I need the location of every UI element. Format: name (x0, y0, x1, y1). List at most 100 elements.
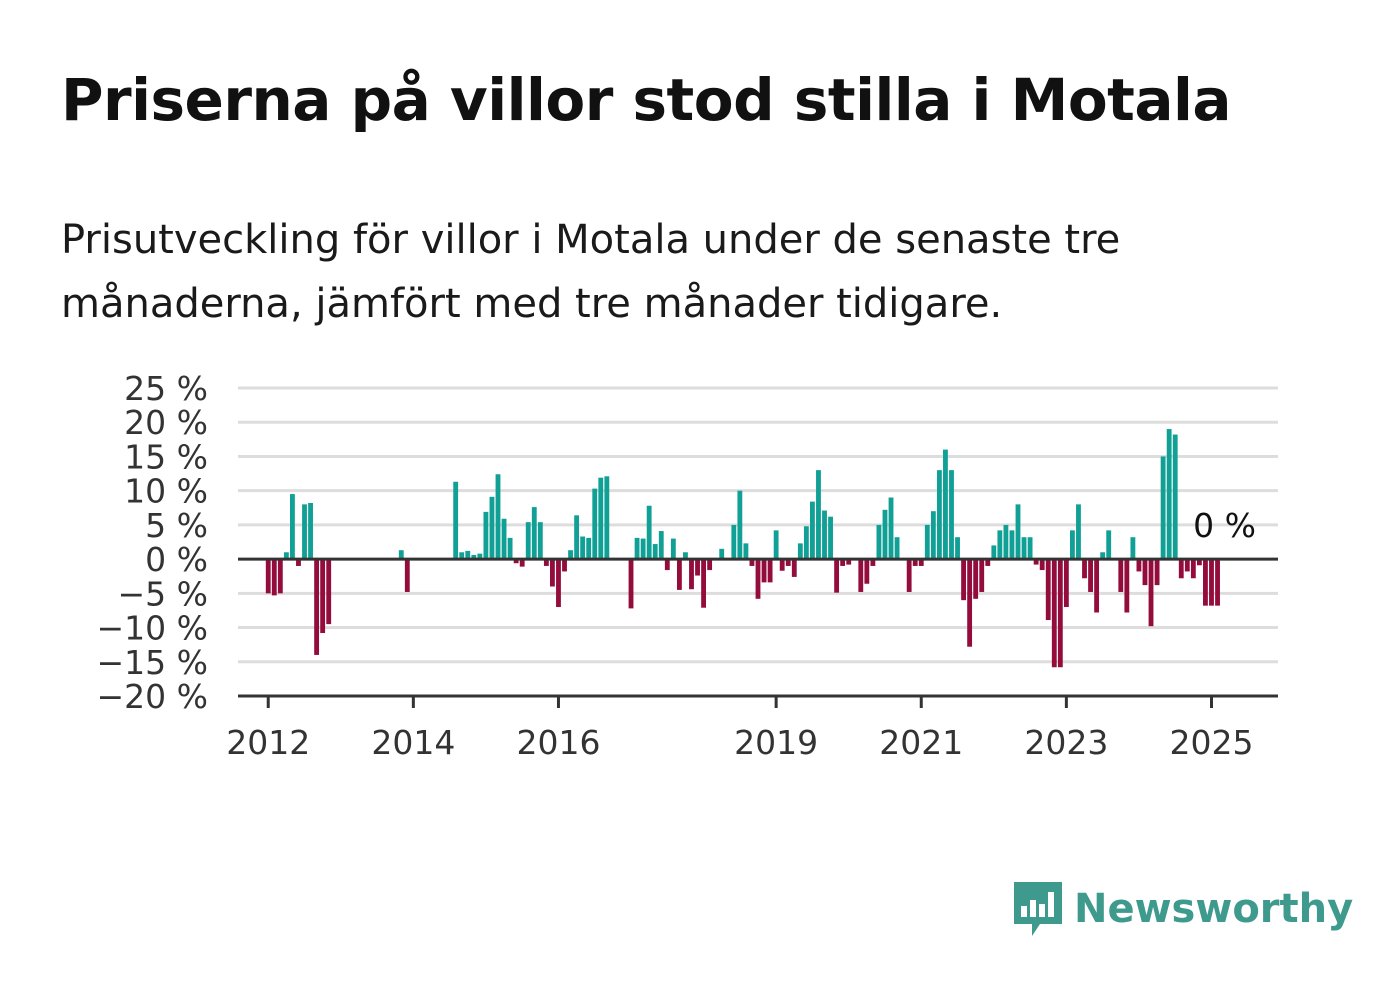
x-tick-label: 2021 (879, 723, 963, 762)
bar (1166, 429, 1172, 560)
last-value-label: 0 % (1193, 506, 1256, 545)
bar (1124, 559, 1130, 613)
bar (290, 494, 295, 560)
bar (489, 496, 495, 560)
bar (1106, 530, 1112, 560)
x-tick-label: 2014 (371, 723, 455, 762)
bar (556, 559, 561, 608)
bar (810, 501, 815, 560)
bar (296, 559, 301, 566)
bar (870, 559, 876, 566)
bar (707, 559, 713, 571)
bar (1130, 537, 1136, 560)
y-tick-label: −10 % (97, 609, 209, 648)
bar (834, 559, 840, 593)
bar (846, 559, 852, 565)
bar (797, 543, 803, 560)
bar (465, 550, 471, 560)
newsworthy-logo-icon (1014, 882, 1062, 936)
bar (574, 515, 580, 560)
bar (785, 559, 791, 566)
bar (918, 559, 924, 566)
bar (1039, 559, 1045, 571)
bar (683, 552, 688, 560)
bar (822, 510, 827, 560)
bar (767, 559, 773, 583)
bar (1015, 504, 1021, 560)
y-tick-label: 5 % (145, 506, 208, 545)
bar (1003, 524, 1009, 560)
bar (1203, 559, 1208, 606)
brand-logo: Newsworthy (1010, 878, 1353, 940)
bar (568, 550, 573, 560)
bar (543, 559, 549, 566)
bar (882, 509, 888, 560)
bar (906, 559, 912, 592)
bar (1172, 434, 1178, 560)
bar (646, 505, 652, 560)
bar (761, 559, 767, 583)
bar (1160, 456, 1166, 560)
bar (961, 559, 966, 601)
bar (803, 526, 809, 560)
bar (628, 559, 634, 609)
bar (604, 476, 610, 560)
bar (658, 531, 664, 560)
y-axis-labels: 25 %20 %15 %10 %5 %0 %−5 %−10 %−15 %−20 … (97, 369, 209, 716)
y-tick-label: −20 % (97, 677, 209, 716)
x-tick-label: 2019 (734, 723, 818, 762)
bar (277, 559, 283, 594)
bar (308, 502, 313, 560)
bar (943, 449, 948, 560)
bar (719, 548, 725, 560)
bar (525, 522, 531, 560)
x-axis-labels: 2012 2014 2016 2019 2021 2023 2025 (226, 696, 1253, 762)
bar (1136, 559, 1142, 572)
chart-subtitle: Prisutveckling för villor i Motala under… (61, 217, 1121, 327)
bar (1094, 559, 1100, 613)
bar (634, 537, 640, 560)
bar (531, 507, 537, 560)
bar (398, 550, 404, 560)
bar (507, 537, 513, 560)
bar (1196, 559, 1202, 566)
y-tick-label: −15 % (97, 643, 209, 682)
bar (501, 518, 507, 560)
bar (537, 522, 543, 560)
bar (1148, 559, 1154, 627)
bar (1021, 537, 1027, 560)
bar (955, 537, 960, 560)
bar (598, 477, 604, 560)
bar (749, 559, 755, 566)
bar (689, 559, 694, 590)
bar (1009, 530, 1015, 560)
bar (791, 559, 797, 577)
bar (1215, 559, 1220, 606)
bar (1057, 559, 1063, 668)
bar (840, 559, 846, 566)
y-tick-label: 0 % (145, 540, 208, 579)
bar (483, 511, 489, 560)
bar (1142, 559, 1148, 586)
bar (314, 559, 320, 655)
bar (1033, 559, 1039, 565)
bar (816, 470, 821, 560)
bar (562, 559, 567, 572)
bar (1045, 559, 1051, 621)
grid-lines (238, 386, 1278, 664)
bar (858, 559, 864, 592)
bar (1190, 559, 1196, 579)
bar (864, 559, 870, 584)
bar (1070, 530, 1075, 560)
bar (1063, 559, 1069, 608)
bar (676, 559, 682, 590)
bar (453, 481, 459, 560)
bar (459, 552, 465, 560)
bar-chart: 25 %20 %15 %10 %5 %0 %−5 %−10 %−15 %−20 … (97, 369, 1278, 762)
x-tick-label: 2016 (516, 723, 600, 762)
bar (888, 497, 894, 560)
x-tick-label: 2012 (226, 723, 310, 762)
bar (477, 553, 483, 560)
bar (471, 555, 477, 560)
bar (670, 538, 676, 560)
